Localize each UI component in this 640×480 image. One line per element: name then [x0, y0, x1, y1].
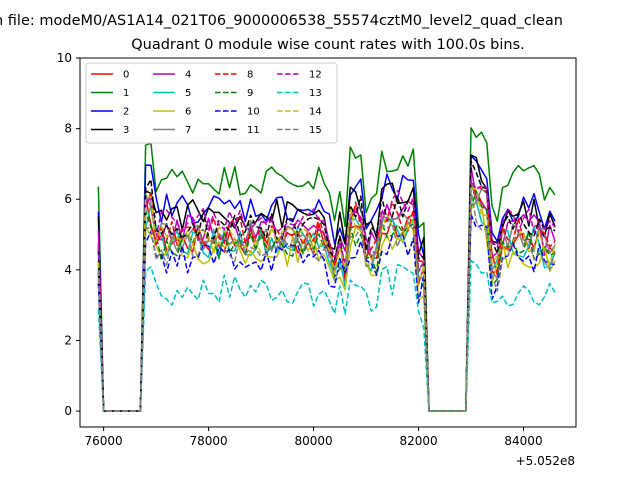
- legend-label-12: 12: [309, 70, 322, 81]
- legend-label-3: 3: [123, 125, 129, 136]
- legend-label-8: 8: [247, 70, 253, 81]
- legend-label-9: 9: [247, 88, 253, 99]
- x-tick-label: 80000: [294, 434, 332, 448]
- series-layer: [97, 127, 556, 412]
- plot-frame: [79, 57, 577, 428]
- legend-label-15: 15: [309, 125, 322, 136]
- x-tick-label: 84000: [504, 434, 542, 448]
- x-tick-label: 82000: [399, 434, 437, 448]
- legend-label-10: 10: [247, 107, 260, 118]
- legend-label-13: 13: [309, 88, 322, 99]
- series-line-15: [97, 189, 556, 412]
- x-tick-label: 78000: [189, 434, 227, 448]
- series-line-2: [97, 154, 556, 412]
- series-line-14: [97, 186, 556, 412]
- legend-label-11: 11: [247, 125, 260, 136]
- series-line-13: [97, 260, 556, 412]
- x-tick-label: 76000: [85, 434, 123, 448]
- legend-label-7: 7: [185, 125, 191, 136]
- chart-suptitle: n file: modeM0/AS1A14_021T06_9000006538_…: [0, 13, 563, 29]
- series-line-12: [97, 179, 556, 412]
- legend-label-14: 14: [309, 107, 322, 118]
- legend-label-2: 2: [123, 107, 129, 118]
- legend-label-1: 1: [123, 88, 129, 99]
- series-line-11: [97, 160, 556, 412]
- y-tick-label: 6: [64, 192, 72, 206]
- legend-label-0: 0: [123, 70, 129, 81]
- y-tick-label: 2: [64, 333, 72, 347]
- series-line-1: [97, 127, 556, 412]
- legend-label-6: 6: [185, 107, 191, 118]
- y-tick-label: 10: [57, 51, 72, 65]
- legend-label-4: 4: [185, 70, 191, 81]
- y-tick-label: 0: [64, 404, 72, 418]
- y-tick-label: 4: [64, 263, 72, 277]
- legend-label-5: 5: [185, 88, 191, 99]
- y-tick-label: 8: [64, 122, 72, 136]
- chart-title: Quadrant 0 module wise count rates with …: [131, 37, 525, 53]
- legend-box: [85, 62, 338, 144]
- series-line-3: [97, 154, 556, 412]
- series-line-9: [97, 190, 556, 412]
- x-offset-label: +5.052e8: [516, 454, 575, 468]
